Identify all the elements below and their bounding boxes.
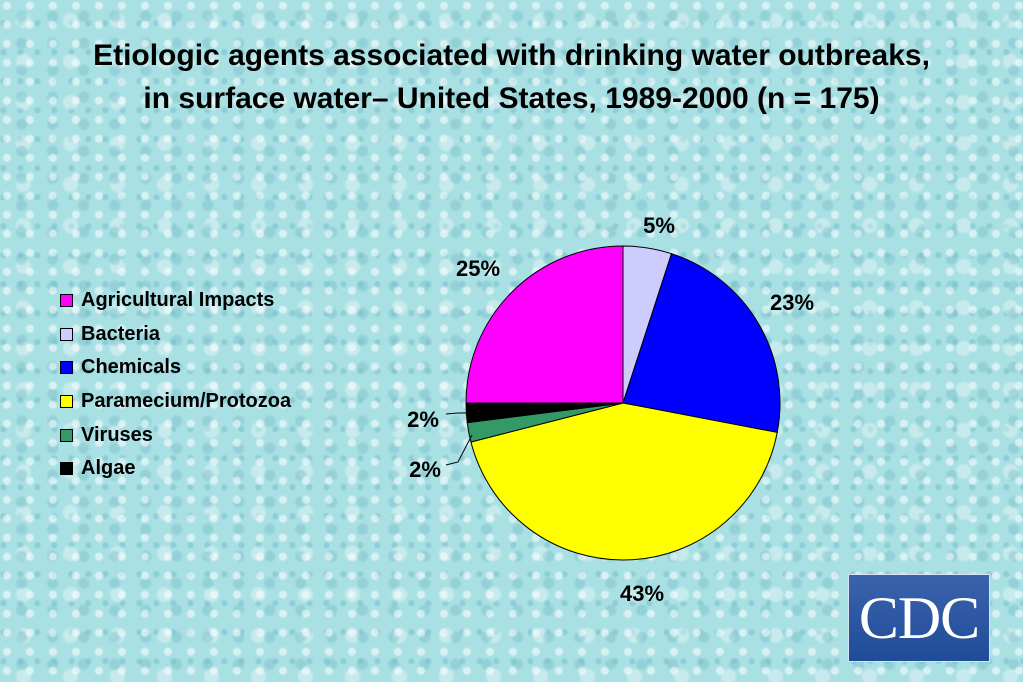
legend-swatch: [60, 395, 73, 409]
cdc-logo: CDC: [848, 574, 990, 662]
legend: Agricultural Impacts Bacteria Chemicals …: [60, 284, 291, 486]
leader-line: [445, 434, 473, 466]
data-label-agricultural-impacts: 25%: [456, 256, 500, 281]
chart-title-line-2: in surface water– United States, 1989-20…: [143, 82, 880, 115]
leader-line: [445, 412, 469, 415]
pie-slice-agricultural-impacts: [465, 245, 624, 404]
legend-swatch: [60, 428, 73, 442]
legend-label: Bacteria: [81, 322, 160, 345]
legend-item-agricultural-impacts: Agricultural Impacts: [60, 284, 291, 318]
legend-item-viruses: Viruses: [60, 418, 291, 452]
legend-swatch: [60, 327, 73, 341]
data-label-bacteria: 5%: [643, 213, 675, 238]
data-label-paramecium-protozoa: 43%: [620, 581, 664, 606]
legend-swatch: [60, 361, 73, 375]
pie-slice-paramecium-protozoa: [470, 402, 778, 561]
legend-label: Algae: [81, 457, 136, 480]
legend-swatch: [60, 462, 73, 476]
legend-item-algae: Algae: [60, 452, 291, 486]
legend-label: Viruses: [81, 423, 153, 446]
data-label-chemicals: 23%: [770, 290, 814, 315]
data-label-viruses: 2%: [409, 457, 441, 482]
chart-title-line-1: Etiologic agents associated with drinkin…: [93, 39, 930, 72]
legend-item-chemicals: Chemicals: [60, 351, 291, 385]
cdc-logo-text: CDC: [858, 585, 980, 651]
legend-label: Paramecium/Protozoa: [81, 390, 292, 413]
chart-title: Etiologic agents associated with drinkin…: [0, 34, 1023, 120]
legend-item-bacteria: Bacteria: [60, 318, 291, 352]
legend-label: Agricultural Impacts: [81, 289, 275, 312]
data-label-algae: 2%: [407, 407, 439, 432]
pie-slice-chemicals: [622, 253, 781, 434]
legend-item-paramecium-protozoa: Paramecium/Protozoa: [60, 385, 291, 419]
legend-swatch: [60, 294, 73, 308]
legend-label: Chemicals: [81, 356, 182, 379]
